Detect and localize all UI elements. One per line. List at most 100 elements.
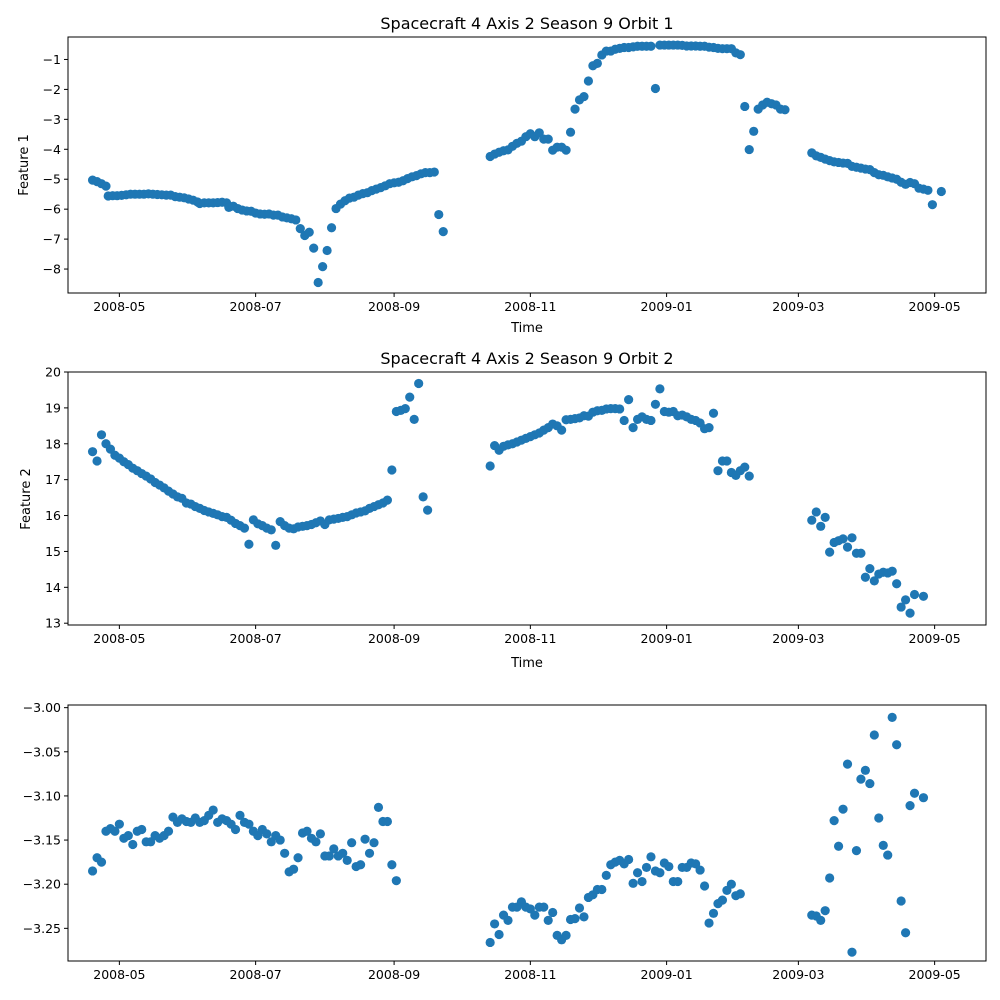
data-point: [239, 523, 250, 533]
data-point: [646, 852, 656, 862]
data-point: [869, 576, 879, 586]
data-point: [288, 864, 299, 874]
data-point: [909, 788, 920, 798]
data-point: [820, 906, 830, 916]
data-point: [807, 515, 817, 525]
data-point: [579, 912, 589, 922]
axes-frame: [67, 36, 987, 294]
data-point: [114, 819, 124, 829]
chart-title: Spacecraft 4 Axis 2 Season 9 Orbit 1: [380, 14, 673, 33]
data-point: [275, 835, 285, 845]
x-axis-label: Time: [510, 321, 543, 336]
x-tick-label: 2009-01: [640, 967, 692, 982]
y-tick-label: 13: [45, 616, 61, 631]
data-point: [851, 846, 862, 856]
data-point: [650, 83, 661, 94]
data-point: [722, 456, 732, 466]
data-point: [329, 844, 339, 854]
x-tick-label: 2008-05: [93, 967, 145, 982]
data-point: [628, 878, 638, 888]
x-tick-label: 2008-09: [368, 967, 420, 982]
data-point: [646, 41, 656, 51]
data-point: [717, 895, 728, 905]
data-point: [869, 730, 879, 740]
data-point: [816, 521, 826, 531]
data-point: [646, 415, 656, 426]
data-point: [918, 793, 929, 803]
data-points: [87, 378, 929, 618]
data-points: [87, 40, 946, 288]
data-point: [655, 868, 665, 878]
data-point: [615, 404, 625, 414]
data-point: [244, 819, 254, 829]
data-point: [96, 430, 107, 440]
x-tick-label: 2009-01: [640, 299, 692, 314]
data-point: [865, 778, 875, 789]
data-point: [309, 243, 319, 253]
data-point: [856, 548, 866, 558]
data-point: [304, 227, 314, 237]
data-point: [856, 774, 866, 784]
y-tick-label: 18: [45, 436, 61, 451]
data-point: [816, 915, 826, 925]
data-point: [820, 512, 830, 522]
data-point: [313, 277, 323, 288]
y-tick-label: −3: [43, 112, 61, 127]
data-point: [713, 466, 723, 476]
data-point: [704, 423, 714, 433]
data-point: [295, 224, 305, 234]
data-point: [650, 399, 661, 409]
data-point: [601, 870, 611, 880]
data-point: [565, 127, 576, 137]
y-tick-label: −3.15: [23, 833, 61, 848]
data-point: [485, 937, 495, 948]
data-point: [825, 547, 835, 557]
subplot-orbit-1: Spacecraft 4 Axis 2 Season 9 Orbit 1 Tim…: [17, 14, 987, 336]
y-tick-label: 14: [45, 580, 61, 595]
data-point: [96, 857, 107, 867]
data-point: [574, 903, 585, 913]
data-point: [740, 101, 750, 112]
data-point: [628, 423, 638, 433]
data-point: [87, 866, 98, 876]
data-point: [409, 414, 419, 424]
data-point: [842, 542, 853, 552]
data-point: [619, 415, 629, 426]
y-tick-label: −4: [43, 142, 61, 157]
data-point: [892, 579, 902, 589]
data-point: [438, 227, 448, 237]
data-point: [860, 765, 870, 775]
data-point: [315, 829, 325, 839]
data-point: [923, 185, 933, 195]
data-point: [842, 759, 853, 769]
y-tick-label: −3.25: [23, 921, 61, 936]
data-point: [744, 471, 754, 481]
data-point: [909, 589, 920, 600]
data-point: [892, 740, 902, 750]
data-point: [280, 848, 290, 858]
data-point: [92, 456, 102, 466]
x-tick-label: 2009-05: [909, 631, 961, 646]
data-point: [356, 860, 366, 870]
data-point: [405, 392, 415, 402]
x-tick-label: 2009-01: [640, 631, 692, 646]
data-point: [749, 126, 759, 136]
data-point: [597, 884, 607, 895]
data-point: [503, 915, 513, 925]
data-point: [414, 378, 424, 389]
data-point: [833, 841, 844, 851]
axes-frame: [67, 704, 987, 962]
data-point: [418, 492, 428, 502]
data-point: [530, 910, 540, 920]
data-point: [874, 813, 884, 823]
data-point: [110, 826, 120, 836]
data-point: [900, 928, 911, 938]
data-point: [123, 831, 133, 841]
data-point: [896, 896, 906, 906]
data-point: [708, 408, 719, 418]
data-point: [918, 591, 929, 601]
data-point: [382, 816, 392, 827]
data-point: [539, 902, 549, 912]
data-point: [695, 865, 705, 875]
